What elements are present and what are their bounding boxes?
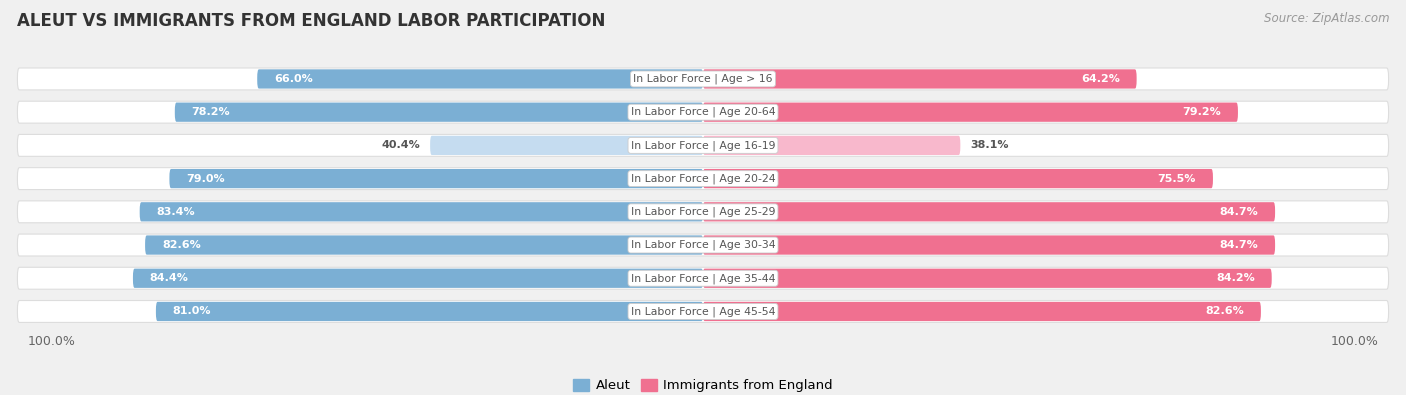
- Text: In Labor Force | Age > 16: In Labor Force | Age > 16: [633, 74, 773, 84]
- Text: 79.0%: 79.0%: [186, 174, 225, 184]
- Text: 82.6%: 82.6%: [1205, 307, 1244, 316]
- FancyBboxPatch shape: [703, 136, 960, 155]
- Text: In Labor Force | Age 45-54: In Labor Force | Age 45-54: [631, 306, 775, 317]
- FancyBboxPatch shape: [703, 302, 1261, 321]
- FancyBboxPatch shape: [17, 234, 1389, 256]
- Text: 100.0%: 100.0%: [1330, 335, 1378, 348]
- Text: In Labor Force | Age 30-34: In Labor Force | Age 30-34: [631, 240, 775, 250]
- Text: ALEUT VS IMMIGRANTS FROM ENGLAND LABOR PARTICIPATION: ALEUT VS IMMIGRANTS FROM ENGLAND LABOR P…: [17, 12, 605, 30]
- FancyBboxPatch shape: [703, 202, 1275, 222]
- Text: 81.0%: 81.0%: [173, 307, 211, 316]
- Text: 83.4%: 83.4%: [156, 207, 195, 217]
- FancyBboxPatch shape: [257, 70, 703, 88]
- Text: In Labor Force | Age 16-19: In Labor Force | Age 16-19: [631, 140, 775, 150]
- Text: 38.1%: 38.1%: [970, 140, 1010, 150]
- FancyBboxPatch shape: [134, 269, 703, 288]
- Text: 64.2%: 64.2%: [1081, 74, 1119, 84]
- FancyBboxPatch shape: [17, 134, 1389, 156]
- Text: In Labor Force | Age 20-24: In Labor Force | Age 20-24: [631, 173, 775, 184]
- Legend: Aleut, Immigrants from England: Aleut, Immigrants from England: [568, 373, 838, 395]
- FancyBboxPatch shape: [145, 235, 703, 255]
- Text: 78.2%: 78.2%: [191, 107, 231, 117]
- Text: In Labor Force | Age 25-29: In Labor Force | Age 25-29: [631, 207, 775, 217]
- Text: 75.5%: 75.5%: [1157, 174, 1197, 184]
- FancyBboxPatch shape: [703, 169, 1213, 188]
- FancyBboxPatch shape: [703, 235, 1275, 255]
- FancyBboxPatch shape: [17, 167, 1389, 190]
- Text: 84.7%: 84.7%: [1219, 207, 1258, 217]
- FancyBboxPatch shape: [156, 302, 703, 321]
- Text: 40.4%: 40.4%: [381, 140, 420, 150]
- Text: 79.2%: 79.2%: [1182, 107, 1220, 117]
- FancyBboxPatch shape: [17, 301, 1389, 322]
- Text: 82.6%: 82.6%: [162, 240, 201, 250]
- Text: 84.2%: 84.2%: [1216, 273, 1254, 283]
- FancyBboxPatch shape: [703, 70, 1136, 88]
- FancyBboxPatch shape: [17, 201, 1389, 223]
- Text: 66.0%: 66.0%: [274, 74, 314, 84]
- FancyBboxPatch shape: [430, 136, 703, 155]
- FancyBboxPatch shape: [17, 68, 1389, 90]
- Text: In Labor Force | Age 20-64: In Labor Force | Age 20-64: [631, 107, 775, 117]
- FancyBboxPatch shape: [17, 101, 1389, 123]
- FancyBboxPatch shape: [17, 267, 1389, 289]
- FancyBboxPatch shape: [174, 103, 703, 122]
- Text: 100.0%: 100.0%: [28, 335, 76, 348]
- FancyBboxPatch shape: [703, 103, 1237, 122]
- Text: In Labor Force | Age 35-44: In Labor Force | Age 35-44: [631, 273, 775, 284]
- FancyBboxPatch shape: [169, 169, 703, 188]
- FancyBboxPatch shape: [139, 202, 703, 222]
- FancyBboxPatch shape: [703, 269, 1271, 288]
- Text: 84.7%: 84.7%: [1219, 240, 1258, 250]
- Text: 84.4%: 84.4%: [150, 273, 188, 283]
- Text: Source: ZipAtlas.com: Source: ZipAtlas.com: [1264, 12, 1389, 25]
